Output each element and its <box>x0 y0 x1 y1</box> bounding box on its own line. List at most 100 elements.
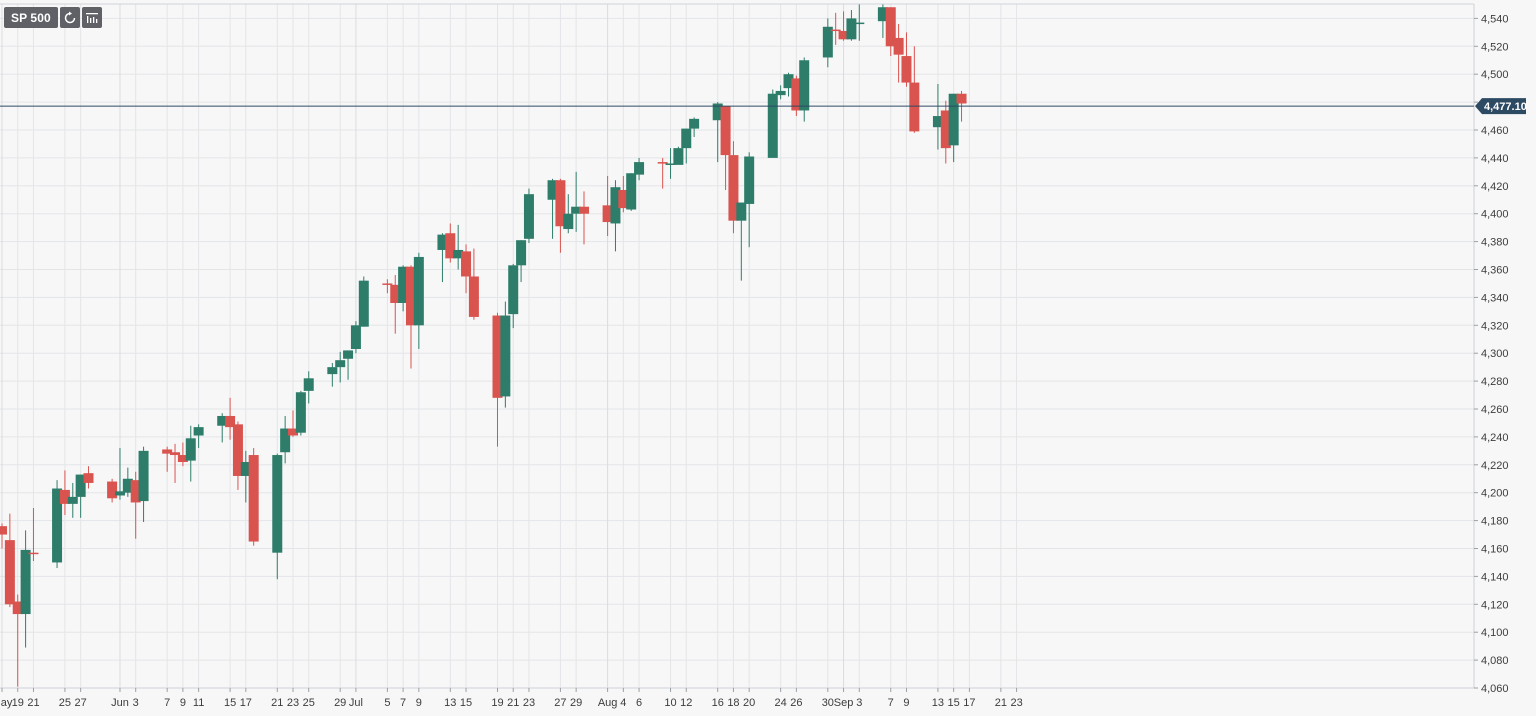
candle-up <box>75 474 86 518</box>
candle-up <box>736 202 747 281</box>
x-tick-label: 7 <box>400 697 406 709</box>
candle-up <box>523 188 534 243</box>
candle-body <box>492 315 503 398</box>
x-tick-label: 11 <box>193 697 204 709</box>
candle-body <box>602 205 613 223</box>
candle-body <box>736 202 747 221</box>
x-tick-label: 17 <box>240 697 252 709</box>
candle-up <box>681 128 692 164</box>
candle-up <box>335 351 346 383</box>
candle-up <box>673 146 684 165</box>
candle-down <box>909 46 920 133</box>
candle-body <box>437 234 448 250</box>
x-tick-label: 19 <box>12 697 24 709</box>
y-tick-label: 4,140 <box>1481 571 1509 583</box>
x-tick-label: 4 <box>620 697 626 709</box>
candle-up <box>20 530 31 648</box>
candle-body <box>107 481 118 499</box>
candle-body <box>728 155 739 221</box>
y-tick-label: 4,260 <box>1481 404 1509 416</box>
candle-body <box>563 213 574 230</box>
candle-down <box>791 75 802 117</box>
candle-down <box>720 106 731 190</box>
y-tick-label: 4,280 <box>1481 376 1509 388</box>
candle-body <box>720 106 731 156</box>
candle-body <box>75 474 86 497</box>
candle-up <box>303 371 314 404</box>
candle-down <box>405 265 416 369</box>
x-tick-label: 3 <box>856 697 862 709</box>
refresh-icon-glyph <box>64 11 75 23</box>
candle-body <box>248 455 259 542</box>
symbol-button[interactable]: SP 500 <box>4 7 58 28</box>
candle-body <box>893 37 904 55</box>
candle-up <box>500 301 511 408</box>
candle-body <box>288 428 299 436</box>
candle-up <box>948 93 959 163</box>
candle-down <box>288 410 299 437</box>
bar-chart-icon[interactable] <box>81 7 102 28</box>
candle-body <box>170 452 181 456</box>
candle-body <box>712 103 723 121</box>
candle-body <box>877 7 888 22</box>
x-tick-label: 21 <box>27 697 39 709</box>
y-tick-label: 4,380 <box>1481 237 1509 249</box>
candle-up <box>712 102 723 163</box>
candle-body <box>453 249 464 259</box>
x-tick-label: 25 <box>303 697 315 709</box>
candle-body <box>940 110 951 149</box>
candle-body <box>232 424 243 476</box>
candle-down <box>162 446 173 472</box>
candle-body <box>12 601 23 615</box>
x-axis: May19212527Jun37911151721232529Jul579131… <box>0 688 1023 709</box>
y-tick-label: 4,540 <box>1481 13 1509 25</box>
candle-up <box>138 446 149 522</box>
candle-up <box>767 89 778 158</box>
candle-down <box>579 191 590 245</box>
y-tick-label: 4,320 <box>1481 320 1509 332</box>
candle-down <box>177 442 188 467</box>
x-tick-label: 19 <box>491 697 503 709</box>
x-tick-label: 20 <box>743 697 755 709</box>
refresh-icon[interactable] <box>59 7 80 28</box>
y-tick-label: 4,220 <box>1481 460 1509 472</box>
x-tick-label: 15 <box>224 697 236 709</box>
candle-up <box>453 224 464 270</box>
candle-body <box>295 392 306 433</box>
candle-body <box>689 118 700 129</box>
candle-body <box>83 473 94 483</box>
x-tick-label: 9 <box>416 697 422 709</box>
candle-down <box>728 141 739 234</box>
candle-down <box>225 397 236 440</box>
x-tick-label: 3 <box>133 697 139 709</box>
candle-body <box>555 180 566 227</box>
y-tick-label: 4,460 <box>1481 125 1509 137</box>
candle-up <box>689 117 700 137</box>
y-tick-label: 4,360 <box>1481 265 1509 277</box>
candle-up <box>516 240 527 283</box>
x-tick-label: 7 <box>888 697 894 709</box>
candle-up <box>350 321 361 354</box>
y-tick-label: 4,200 <box>1481 488 1509 500</box>
x-tick-label: 13 <box>444 697 456 709</box>
candle-up <box>240 450 251 503</box>
candle-body <box>657 162 668 164</box>
y-tick-label: 4,160 <box>1481 544 1509 556</box>
candle-body <box>901 56 912 83</box>
candle-body <box>932 116 943 128</box>
candle-down <box>830 12 841 45</box>
candle-up <box>571 171 582 232</box>
candle-body <box>618 189 629 209</box>
candle-up <box>744 152 755 248</box>
candle-up <box>547 178 558 239</box>
x-tick-label: 9 <box>903 697 909 709</box>
candle-down <box>107 478 118 503</box>
candle-down <box>657 157 668 189</box>
y-tick-label: 4,400 <box>1481 209 1509 221</box>
candle-body <box>547 180 558 200</box>
current-price-badge <box>1475 98 1526 115</box>
candle-up <box>508 263 519 329</box>
candle-up <box>854 4 865 41</box>
candle-up <box>634 157 645 181</box>
